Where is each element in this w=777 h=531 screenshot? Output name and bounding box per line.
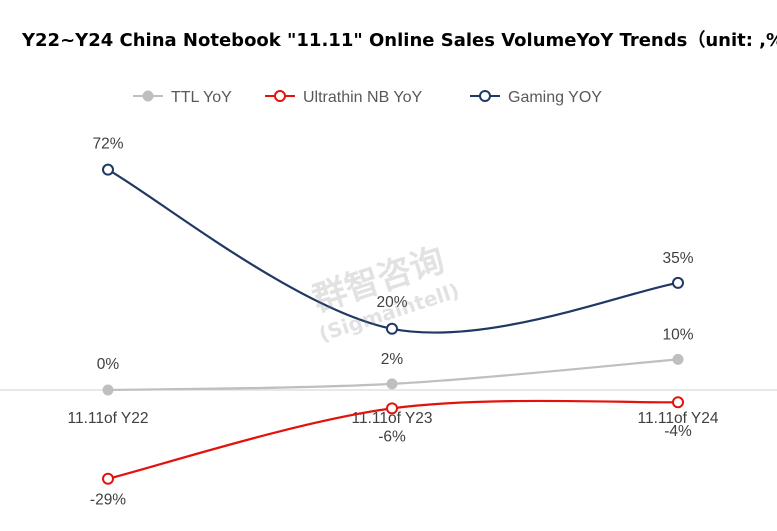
data-label-ultrathin-nb-yoy: -4%: [664, 423, 692, 440]
legend-label-ultrathin-nb-yoy: Ultrathin NB YoY: [303, 89, 423, 106]
watermark: 群智咨询(Sigmaintell): [308, 240, 463, 346]
legend-marker-ultrathin-nb-yoy: [274, 90, 286, 102]
legend-marker-gaming-yoy: [479, 90, 491, 102]
data-point-gaming-yoy: [386, 322, 398, 335]
data-label-ttl-yoy: 0%: [97, 356, 120, 373]
data-point-ttl-yoy: [386, 378, 398, 390]
data-label-gaming-yoy: 72%: [92, 136, 123, 153]
data-label-ultrathin-nb-yoy: -6%: [378, 428, 406, 445]
chart-title: Y22~Y24 China Notebook "11.11" Online Sa…: [22, 30, 777, 51]
data-label-ultrathin-nb-yoy: -29%: [90, 492, 126, 509]
data-point-gaming-yoy: [102, 163, 114, 176]
data-point-ttl-yoy: [102, 384, 114, 396]
data-point-ttl-yoy: [672, 353, 684, 365]
x-tick-label: 11.11of Y22: [67, 410, 148, 427]
x-tick-label: 11.11of Y23: [351, 410, 432, 427]
data-point-ultrathin-nb-yoy: [672, 396, 684, 409]
data-label-ttl-yoy: 2%: [381, 351, 404, 368]
data-label-ttl-yoy: 10%: [662, 326, 693, 343]
legend-label-ttl-yoy: TTL YoY: [171, 89, 232, 106]
x-tick-label: 11.11of Y24: [637, 410, 718, 427]
data-point-ultrathin-nb-yoy: [102, 472, 114, 485]
data-point-gaming-yoy: [672, 276, 684, 289]
data-label-gaming-yoy: 20%: [376, 294, 407, 311]
data-label-gaming-yoy: 35%: [662, 250, 693, 267]
legend-marker-ttl-yoy: [142, 90, 154, 102]
data-point-ultrathin-nb-yoy: [386, 402, 398, 415]
legend-label-gaming-yoy: Gaming YOY: [508, 89, 602, 106]
